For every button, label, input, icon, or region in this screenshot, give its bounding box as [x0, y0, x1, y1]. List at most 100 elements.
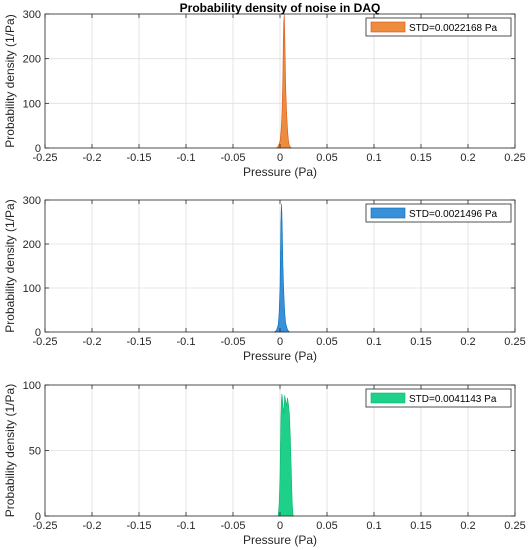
data-point	[278, 505, 280, 506]
data-point	[281, 397, 283, 399]
data-point	[284, 311, 286, 313]
data-point	[281, 234, 283, 236]
y-tick-label: 200	[23, 239, 41, 251]
data-point	[277, 146, 279, 148]
y-tick-label: 100	[23, 98, 41, 110]
y-tick-label: 50	[29, 446, 41, 458]
y-axis-label: Probability density (1/Pa)	[3, 14, 17, 147]
data-point	[288, 404, 289, 406]
data-point	[282, 80, 284, 82]
x-tick-label: 0.1	[366, 520, 381, 532]
data-point	[275, 330, 277, 332]
data-point	[289, 145, 290, 147]
x-tick-label: -0.05	[220, 152, 245, 164]
y-tick-label: 300	[23, 195, 41, 207]
data-point	[290, 469, 292, 471]
data-point	[287, 397, 288, 399]
data-point	[280, 417, 282, 419]
data-point	[285, 322, 287, 324]
x-tick-label: 0	[277, 152, 283, 164]
chart-panel-1: -0.25 -0.2 -0.15 -0.1 -0.05 0 0.05 0.1 0.15 0.2 0.…	[3, 1, 526, 179]
data-point	[280, 221, 282, 223]
data-point	[277, 325, 279, 326]
data-point	[285, 85, 287, 86]
x-tick-label: -0.1	[177, 520, 196, 532]
data-point	[284, 58, 286, 60]
x-tick-label: -0.1	[177, 152, 196, 164]
data-point	[279, 476, 281, 478]
x-tick-label: -0.25	[32, 520, 57, 532]
y-tick-label: 200	[23, 54, 41, 66]
legend-swatch	[370, 21, 406, 33]
legend-swatch	[370, 392, 406, 404]
x-tick-label: -0.1	[177, 336, 196, 348]
x-axis-label: Pressure (Pa)	[243, 349, 317, 363]
data-point	[284, 395, 286, 396]
data-point	[282, 404, 284, 406]
chart-title: Probability density of noise in DAQ	[180, 1, 381, 15]
chart-panel-2: -0.25 -0.2 -0.15 -0.1 -0.05 0 0.05 0.1 0.15 0.2 0.…	[3, 195, 526, 363]
data-point	[281, 212, 283, 214]
legend-label: STD=0.0022168 Pa	[409, 23, 498, 34]
y-tick-label: 300	[23, 9, 41, 21]
data-point	[286, 405, 287, 407]
series-area-1	[275, 13, 292, 149]
y-tick-label: 0	[35, 511, 41, 523]
data-point	[285, 400, 287, 402]
legend-label: STD=0.0041143 Pa	[409, 394, 497, 405]
legend: STD=0.0022168 Pa	[365, 17, 512, 37]
x-tick-label: 0.15	[410, 152, 431, 164]
legend-swatch	[370, 207, 406, 219]
data-point	[280, 443, 281, 445]
chart-panel-3: -0.25 -0.2 -0.15 -0.1 -0.05 0 0.05 0.1 0.15 0.2 0.…	[3, 380, 526, 547]
x-tick-label: 0	[277, 520, 283, 532]
data-point	[284, 29, 286, 31]
x-tick-label: 0.05	[316, 336, 337, 348]
x-tick-label: 0.1	[366, 336, 381, 348]
y-tick-label: 0	[35, 143, 41, 155]
x-tick-label: 0.25	[504, 152, 525, 164]
data-point	[288, 140, 289, 142]
legend: STD=0.0041143 Pa	[365, 388, 512, 408]
data-point	[283, 22, 285, 24]
data-point	[281, 400, 282, 402]
x-tick-label: 0.25	[504, 520, 525, 532]
data-point	[280, 131, 282, 133]
x-tick-label: -0.15	[126, 336, 151, 348]
x-tick-label: -0.25	[32, 336, 57, 348]
x-tick-label: -0.05	[220, 520, 245, 532]
x-tick-label: 0.05	[316, 520, 337, 532]
data-point	[289, 413, 290, 415]
data-point	[291, 502, 293, 504]
data-point	[287, 329, 288, 331]
legend: STD=0.0021496 Pa	[365, 203, 512, 223]
x-tick-label: -0.2	[83, 336, 102, 348]
data-point	[286, 111, 287, 113]
x-tick-label: 0.1	[366, 152, 381, 164]
data-point	[282, 40, 284, 42]
legend-label: STD=0.0021496 Pa	[409, 209, 498, 220]
x-tick-label: 0.25	[504, 336, 525, 348]
data-point	[279, 140, 281, 142]
data-point	[280, 252, 281, 254]
x-tick-label: -0.15	[126, 152, 151, 164]
y-tick-label: 0	[35, 327, 41, 339]
x-axis-label: Pressure (Pa)	[243, 533, 317, 547]
y-axis-label: Probability density (1/Pa)	[3, 384, 17, 517]
data-point	[287, 129, 288, 131]
x-tick-label: 0	[277, 336, 283, 348]
x-axis-label: Pressure (Pa)	[243, 165, 317, 179]
x-tick-label: 0.2	[460, 520, 475, 532]
x-tick-label: 0.05	[316, 152, 337, 164]
y-tick-label: 100	[23, 283, 41, 295]
data-point	[279, 287, 281, 289]
x-tick-label: 0.2	[460, 152, 475, 164]
x-tick-label: -0.15	[126, 520, 151, 532]
x-tick-label: 0.15	[410, 336, 431, 348]
y-axis-label: Probability density (1/Pa)	[3, 199, 17, 332]
x-tick-label: 0.15	[410, 520, 431, 532]
data-point	[281, 116, 283, 118]
data-point	[282, 261, 284, 262]
data-point	[278, 314, 280, 315]
